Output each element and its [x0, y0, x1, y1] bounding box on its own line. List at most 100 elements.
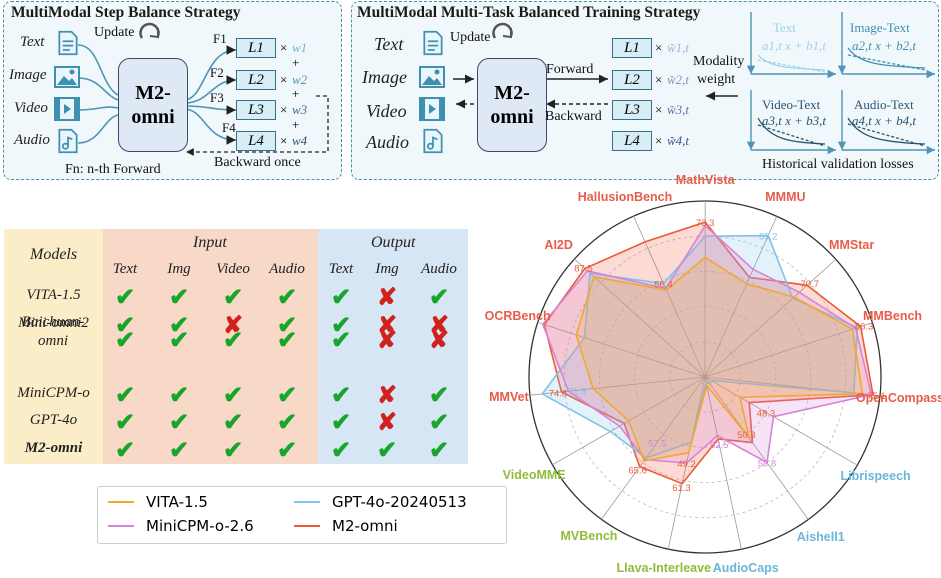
radar-axis-label-mmvet: MMVet	[489, 390, 529, 405]
radar-data-label: 75.1	[867, 391, 886, 402]
radar-data-label: 50.3	[737, 430, 756, 441]
check-icon: ✔	[330, 438, 352, 464]
column-header-text-input: Text	[112, 261, 138, 277]
radar-axis-label-mmstar: MMStar	[829, 238, 875, 253]
check-icon: ✔	[114, 410, 136, 436]
radar-ring-4	[563, 235, 847, 519]
table-bg-models	[4, 229, 103, 464]
models-header: Models	[30, 246, 78, 263]
task-loss-1: L1	[612, 38, 652, 58]
table-bg-output	[318, 229, 468, 464]
check-icon: ✔	[168, 383, 190, 409]
check-icon: ✔	[168, 313, 190, 339]
radar-data-label: 62.5	[710, 440, 729, 451]
check-icon: ✔	[168, 438, 190, 464]
check-icon: ✔	[276, 383, 298, 409]
check-icon: ✔	[114, 285, 136, 311]
legend-m2: M2-omni	[294, 517, 398, 535]
radar-series-gpt-4o-20240513	[541, 234, 859, 459]
radar-data-label: 71.9	[568, 386, 587, 397]
mini-chart-videotext-formula: a3,t x + b3,t	[762, 113, 827, 128]
check-icon: ✔	[168, 410, 190, 436]
step-modality-text: Text	[20, 34, 45, 50]
check-icon: ✔	[428, 438, 450, 464]
radar-spoke	[704, 376, 809, 520]
model-name-vita-1-5: VITA-1.5	[26, 287, 81, 303]
radar-axis-label-ocrbench: OCRBench	[484, 308, 551, 323]
mini-chart-text-formula: a1,t x + b1,t	[762, 38, 827, 53]
multitask-diagram	[453, 12, 935, 155]
check-icon: ✔	[376, 438, 398, 464]
historical-losses-label: Historical validation losses	[762, 157, 914, 172]
radar-axis-label-llava-interleave: Llava-Interleave	[616, 561, 712, 575]
task-loss-4: L4	[612, 131, 652, 151]
radar-chart: 73.3 69.2 70.7 86.3 75.1 48.3 59.8 50.3 62.5 49.2…	[528, 200, 886, 554]
task-document-icon	[423, 30, 443, 56]
check-icon: ✔	[222, 438, 244, 464]
legend-minicpm: MiniCPM-o-2.6	[108, 517, 254, 535]
cross-icon: ✘	[376, 410, 398, 436]
mini-chart-audiotext-formula: a4,t x + b4,t	[852, 113, 917, 128]
legend-minicpm-swatch	[108, 525, 134, 527]
radar-data-label: 61.3	[672, 483, 691, 494]
radar-axis-label-mathvista: MathVista	[675, 172, 735, 187]
task-times-symbol-3: ×	[655, 102, 663, 117]
legend-vita-swatch	[108, 501, 134, 503]
radar-axis-label-opencompass: OpenCompass	[855, 390, 941, 405]
radar-data-label: 65.6	[628, 465, 647, 476]
column-header-img-input: Img	[167, 261, 191, 277]
mini-chart-text-title: Text	[773, 20, 796, 35]
radar-spoke	[704, 376, 858, 466]
check-icon: ✔	[276, 285, 298, 311]
radar-spoke	[704, 322, 873, 378]
step-modality-video: Video	[14, 100, 48, 116]
step-weight-1: w1	[292, 40, 308, 55]
forward-1-label: F1	[213, 31, 227, 46]
mini-chart-imagetext-formula: a2,t x + b2,t	[852, 38, 917, 53]
cross-icon: ✘	[222, 313, 244, 339]
step-footer: Fn: n-th Forward	[65, 162, 161, 177]
radar-axis-label-audiocaps: AudioCaps	[712, 561, 779, 575]
check-icon: ✔	[330, 313, 352, 339]
cross-icon: ✘	[376, 383, 398, 409]
chart-legend: VITA-1.5 GPT-4o-20240513 MiniCPM-o-2.6 M…	[97, 486, 507, 544]
cross-icon: ✘	[376, 313, 398, 339]
check-icon: ✔	[276, 438, 298, 464]
radar-data-label: 74.8	[549, 388, 568, 399]
check-icon: ✔	[330, 410, 352, 436]
model-name-minicpm-o: MiniCPM-o	[17, 385, 90, 401]
radar-spoke	[529, 376, 706, 396]
legend-m2-swatch	[294, 525, 320, 527]
legend-vita: VITA-1.5	[108, 493, 208, 511]
check-icon: ✔	[428, 410, 450, 436]
legend-minicpm-label: MiniCPM-o-2.6	[146, 517, 254, 535]
step-model-box: M2-omni	[118, 58, 188, 152]
video-icon	[54, 97, 80, 121]
document-icon	[58, 30, 78, 56]
radar-ring-1	[669, 341, 741, 413]
legend-gpt4o-label: GPT-4o-20240513	[332, 493, 467, 511]
model-name-mini-omni2: Mini-omni2	[18, 315, 89, 331]
task-modality-image: Image	[362, 67, 407, 87]
radar-spoke	[704, 376, 742, 550]
radar-data-label: 86.3	[855, 322, 874, 333]
step-modality-image: Image	[9, 67, 47, 83]
step-weight-2: w2	[292, 72, 308, 87]
task-times-2: w̃2,t	[667, 72, 690, 87]
step-update-label: Update	[94, 25, 135, 40]
legend-gpt4o-swatch	[294, 501, 320, 503]
radar-spoke	[537, 322, 706, 378]
radar-data-label: 87.5	[574, 263, 593, 274]
radar-data-label: 57.5	[648, 438, 667, 449]
radar-data-label: 69.2	[759, 232, 778, 243]
cross-icon: ✘	[428, 328, 450, 354]
step-weight-3: w3	[292, 102, 308, 117]
step-times-2: ×	[280, 72, 288, 87]
column-header-audio-input: Audio	[269, 261, 305, 277]
radar-axis-label-librispeech: Librispeech	[840, 468, 911, 483]
step-plus-2: +	[292, 86, 300, 101]
check-icon: ✔	[428, 383, 450, 409]
task-times-symbol-4: ×	[655, 133, 663, 148]
check-icon: ✔	[168, 328, 190, 354]
legend-m2-label: M2-omni	[332, 517, 398, 535]
